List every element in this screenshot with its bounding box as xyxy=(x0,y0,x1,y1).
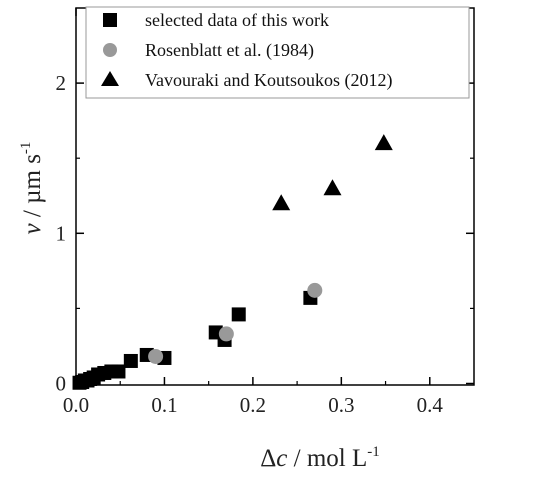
data-points xyxy=(72,74,445,390)
x-axis-title-exponent: -1 xyxy=(367,444,380,460)
x-axis-title: Δc / mol L-1 xyxy=(260,444,380,472)
y-axis-title: v / µm s-1 xyxy=(18,142,46,235)
y-tick-label: 1 xyxy=(56,221,67,245)
x-tick-label: 0.1 xyxy=(151,393,177,417)
square-point xyxy=(111,364,126,379)
legend-entry-rosenblatt: Rosenblatt et al. (1984) xyxy=(145,40,314,61)
y-axis-title-variable: v xyxy=(19,222,46,234)
legend-box xyxy=(85,6,470,99)
x-tick-label: 0.3 xyxy=(328,393,354,417)
legend-marker-triangle xyxy=(101,71,119,86)
legend-marker-circle xyxy=(103,43,117,57)
x-axis-title-unit: / mol L xyxy=(287,445,367,472)
triangle-point xyxy=(374,134,393,151)
legend: selected data of this work Rosenblatt et… xyxy=(85,6,470,99)
x-tick-label: 0.4 xyxy=(417,393,444,417)
x-tick-label: 0.2 xyxy=(240,393,266,417)
triangle-point xyxy=(272,194,291,211)
y-axis-title-exponent: -1 xyxy=(18,142,34,155)
circle-point xyxy=(148,348,164,364)
square-point xyxy=(123,353,138,368)
x-axis-title-symbol: Δ xyxy=(260,445,276,472)
y-axis-title-unit: / µm s xyxy=(19,154,46,223)
square-point xyxy=(231,307,246,322)
x-tick-label: 0.0 xyxy=(63,393,89,417)
y-tick-label: 0 xyxy=(56,371,67,395)
triangle-point xyxy=(323,179,342,196)
y-tick-label: 2 xyxy=(56,71,67,95)
circle-point xyxy=(307,282,323,298)
circle-point xyxy=(218,326,234,342)
x-axis-title-variable: c xyxy=(276,445,287,472)
legend-marker-square xyxy=(103,13,117,27)
legend-entry-this-work: selected data of this work xyxy=(145,10,329,30)
legend-entry-vavouraki: Vavouraki and Koutsoukos (2012) xyxy=(145,70,392,91)
